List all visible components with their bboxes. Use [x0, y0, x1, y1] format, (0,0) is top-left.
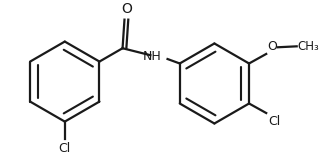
- Text: NH: NH: [143, 50, 162, 63]
- Text: O: O: [267, 40, 277, 53]
- Text: Cl: Cl: [59, 142, 71, 155]
- Text: Cl: Cl: [268, 115, 280, 128]
- Text: CH₃: CH₃: [298, 40, 319, 53]
- Text: O: O: [121, 2, 132, 16]
